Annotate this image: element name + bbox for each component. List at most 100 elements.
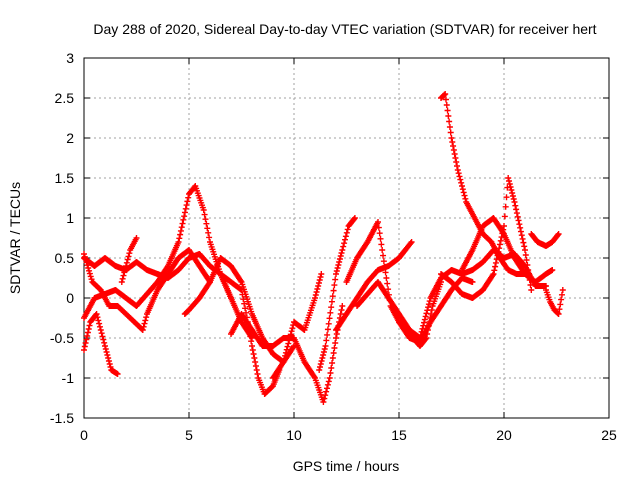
data-point: [380, 252, 387, 259]
data-point: [88, 276, 95, 283]
data-point: [286, 337, 293, 344]
data-point: [93, 311, 100, 317]
data-point: [343, 229, 350, 236]
data-point: [320, 399, 327, 405]
data-point: [81, 347, 87, 353]
data-point: [118, 279, 125, 285]
data-point: [98, 330, 105, 337]
plot-frame: [83, 57, 610, 419]
data-point: [248, 338, 255, 345]
data-point: [324, 381, 331, 388]
data-point: [328, 365, 335, 371]
data-point: [511, 199, 518, 205]
data-point: [312, 292, 319, 298]
data-point: [336, 256, 343, 262]
data-point: [491, 267, 498, 274]
series-sat-e: [118, 235, 140, 285]
data-point: [140, 323, 147, 330]
data-point: [524, 262, 531, 268]
data-point: [454, 167, 461, 173]
data-point: [141, 320, 148, 327]
data-point: [206, 280, 213, 287]
data-point: [522, 271, 528, 277]
data-point: [286, 334, 293, 341]
data-point: [285, 340, 292, 347]
data-point: [458, 179, 465, 186]
data-point: [318, 271, 325, 277]
data-point: [243, 309, 249, 316]
x-axis-title: GPS time / hours: [293, 458, 400, 474]
data-point: [133, 235, 140, 241]
data-point: [179, 220, 186, 227]
data-point: [107, 364, 114, 370]
data-point: [247, 333, 254, 340]
data-point: [114, 371, 121, 377]
data-point: [338, 250, 345, 256]
data-point: [510, 196, 517, 202]
data-point: [316, 364, 323, 370]
data-point: [462, 195, 469, 202]
data-point: [333, 268, 340, 274]
data-point: [461, 192, 468, 199]
data-point: [523, 257, 530, 263]
data-point: [87, 273, 94, 280]
data-point: [81, 251, 87, 257]
data-point: [522, 252, 529, 258]
data-point: [330, 350, 337, 356]
data-point: [459, 186, 466, 193]
data-point: [252, 359, 259, 365]
data-point: [512, 202, 519, 209]
data-point: [408, 239, 415, 245]
data-point: [101, 339, 108, 346]
data-point: [124, 256, 131, 263]
data-point: [517, 224, 524, 231]
data-point: [501, 213, 508, 220]
data-point: [329, 355, 336, 361]
data-point: [426, 298, 433, 305]
data-point: [314, 286, 321, 292]
data-point: [104, 352, 111, 358]
data-point: [421, 319, 428, 326]
data-point: [328, 304, 335, 311]
data-point: [339, 303, 346, 309]
data-point: [423, 310, 430, 317]
data-point: [123, 263, 129, 269]
data-point: [489, 272, 496, 279]
series-sat-c: [81, 311, 121, 377]
data-point: [249, 343, 255, 349]
data-point: [311, 373, 318, 380]
data-point: [82, 256, 89, 263]
data-point: [81, 253, 88, 260]
data-point: [442, 96, 449, 103]
data-point: [320, 352, 327, 358]
data-point: [528, 287, 535, 293]
data-point: [284, 343, 291, 350]
data-point: [323, 337, 330, 344]
data-point: [381, 263, 388, 270]
series-sat-o: [438, 175, 535, 301]
data-point: [106, 361, 113, 367]
data-point: [555, 311, 562, 317]
data-point: [200, 207, 207, 213]
data-point: [520, 239, 527, 246]
data-point: [508, 187, 515, 193]
data-point: [503, 194, 510, 201]
data-point: [446, 124, 453, 130]
data-point: [324, 326, 331, 333]
data-point: [554, 310, 561, 317]
data-point: [123, 259, 130, 266]
data-point: [339, 247, 346, 253]
data-point: [451, 151, 458, 157]
data-point: [334, 265, 341, 271]
data-point: [384, 280, 391, 287]
data-point: [280, 359, 287, 365]
data-point: [86, 267, 93, 274]
data-point: [249, 347, 256, 353]
data-point: [181, 209, 188, 216]
data-point: [521, 269, 528, 276]
data-point: [85, 265, 92, 271]
data-point: [444, 107, 451, 114]
data-point: [494, 252, 501, 259]
data-point: [282, 349, 289, 356]
data-point: [327, 309, 334, 316]
